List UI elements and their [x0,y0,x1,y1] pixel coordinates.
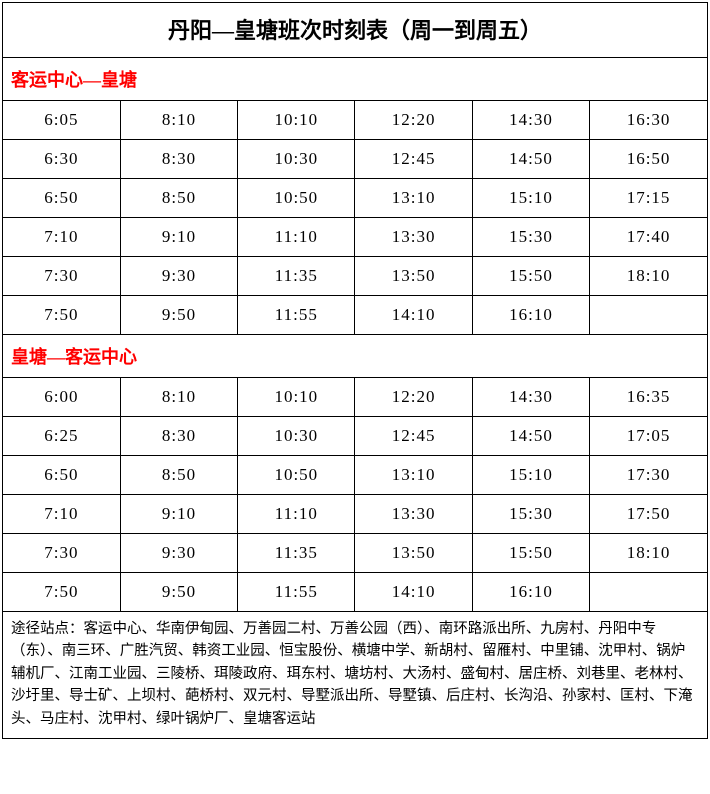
route-stations-note: 途径站点：客运中心、华南伊甸园、万善园二村、万善公园（西）、南环路派出所、九房村… [3,612,707,738]
time-cell: 9:10 [120,218,237,257]
time-cell: 15:30 [472,495,589,534]
time-cell: 9:50 [120,296,237,335]
time-cell: 14:50 [472,417,589,456]
time-cell: 7:30 [3,257,120,296]
time-cell [590,573,707,612]
section2-table: 6:008:1010:1012:2014:3016:356:258:3010:3… [3,378,707,612]
table-row: 6:258:3010:3012:4514:5017:05 [3,417,707,456]
time-cell: 10:50 [238,456,355,495]
time-cell: 9:50 [120,573,237,612]
time-cell: 14:10 [355,573,472,612]
time-cell: 15:10 [472,456,589,495]
timetable-container: 丹阳—皇塘班次时刻表（周一到周五） 客运中心—皇塘 6:058:1010:101… [2,2,708,739]
table-row: 7:509:5011:5514:1016:10 [3,573,707,612]
time-cell: 16:50 [590,140,707,179]
time-cell: 14:50 [472,140,589,179]
time-cell: 16:35 [590,378,707,417]
time-cell: 7:10 [3,218,120,257]
table-row: 6:508:5010:5013:1015:1017:30 [3,456,707,495]
time-cell: 11:10 [238,495,355,534]
table-row: 7:309:3011:3513:5015:5018:10 [3,257,707,296]
table-row: 7:109:1011:1013:3015:3017:50 [3,495,707,534]
time-cell: 6:50 [3,456,120,495]
time-cell: 11:55 [238,573,355,612]
time-cell: 8:10 [120,378,237,417]
time-cell: 18:10 [590,534,707,573]
table-row: 7:509:5011:5514:1016:10 [3,296,707,335]
time-cell: 7:30 [3,534,120,573]
time-cell: 14:30 [472,378,589,417]
time-cell: 13:30 [355,495,472,534]
time-cell: 11:55 [238,296,355,335]
time-cell: 10:30 [238,417,355,456]
time-cell: 11:35 [238,534,355,573]
time-cell: 14:30 [472,101,589,140]
time-cell: 17:40 [590,218,707,257]
time-cell: 10:30 [238,140,355,179]
table-row: 6:508:5010:5013:1015:1017:15 [3,179,707,218]
time-cell: 10:10 [238,378,355,417]
time-cell: 17:30 [590,456,707,495]
time-cell: 9:30 [120,257,237,296]
time-cell: 6:25 [3,417,120,456]
time-cell: 16:30 [590,101,707,140]
table-row: 6:008:1010:1012:2014:3016:35 [3,378,707,417]
section1-header: 客运中心—皇塘 [3,58,707,101]
table-row: 7:109:1011:1013:3015:3017:40 [3,218,707,257]
time-cell: 15:30 [472,218,589,257]
time-cell: 15:10 [472,179,589,218]
table-row: 6:308:3010:3012:4514:5016:50 [3,140,707,179]
time-cell: 12:20 [355,101,472,140]
time-cell: 8:30 [120,140,237,179]
time-cell: 9:30 [120,534,237,573]
time-cell: 6:05 [3,101,120,140]
time-cell: 13:50 [355,534,472,573]
time-cell: 13:50 [355,257,472,296]
time-cell: 16:10 [472,296,589,335]
time-cell: 6:30 [3,140,120,179]
time-cell: 15:50 [472,534,589,573]
time-cell: 15:50 [472,257,589,296]
time-cell: 12:45 [355,140,472,179]
time-cell: 7:50 [3,573,120,612]
time-cell: 9:10 [120,495,237,534]
time-cell: 8:30 [120,417,237,456]
time-cell: 6:50 [3,179,120,218]
time-cell: 13:10 [355,179,472,218]
time-cell: 11:10 [238,218,355,257]
time-cell: 10:50 [238,179,355,218]
table-row: 6:058:1010:1012:2014:3016:30 [3,101,707,140]
time-cell: 17:05 [590,417,707,456]
table-row: 7:309:3011:3513:5015:5018:10 [3,534,707,573]
time-cell [590,296,707,335]
time-cell: 8:50 [120,179,237,218]
time-cell: 7:10 [3,495,120,534]
time-cell: 12:45 [355,417,472,456]
time-cell: 7:50 [3,296,120,335]
time-cell: 13:10 [355,456,472,495]
time-cell: 11:35 [238,257,355,296]
time-cell: 8:10 [120,101,237,140]
time-cell: 10:10 [238,101,355,140]
time-cell: 17:50 [590,495,707,534]
time-cell: 18:10 [590,257,707,296]
time-cell: 12:20 [355,378,472,417]
section2-header: 皇塘—客运中心 [3,335,707,378]
section1-table: 6:058:1010:1012:2014:3016:306:308:3010:3… [3,101,707,335]
time-cell: 17:15 [590,179,707,218]
time-cell: 6:00 [3,378,120,417]
time-cell: 13:30 [355,218,472,257]
time-cell: 14:10 [355,296,472,335]
page-title: 丹阳—皇塘班次时刻表（周一到周五） [3,3,707,58]
time-cell: 8:50 [120,456,237,495]
time-cell: 16:10 [472,573,589,612]
